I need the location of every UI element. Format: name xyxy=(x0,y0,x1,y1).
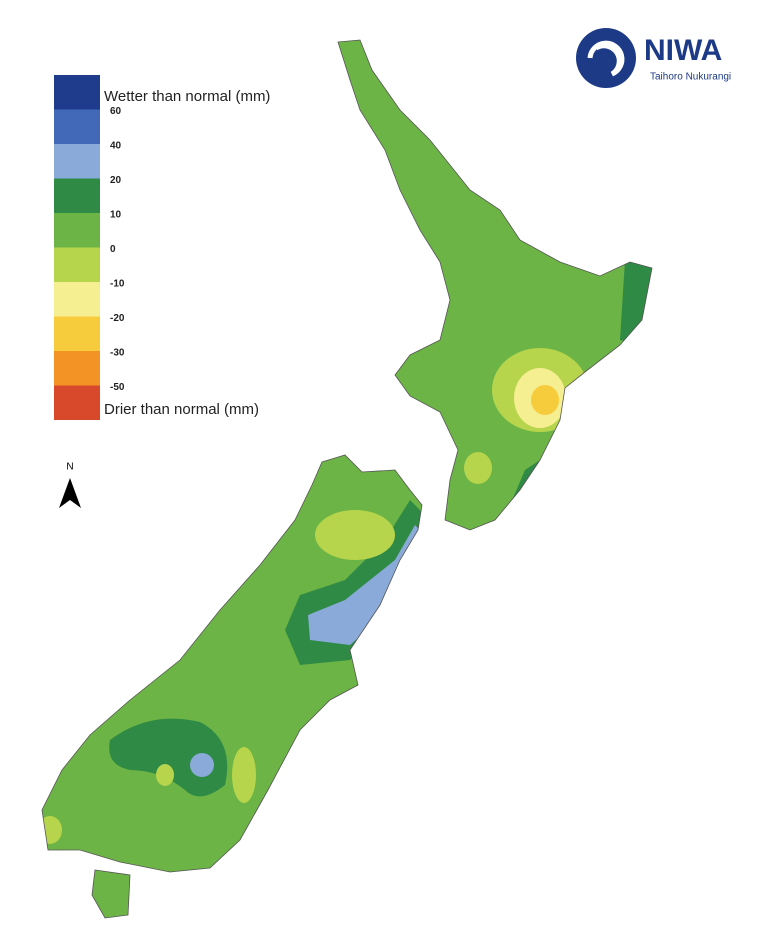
coastline xyxy=(41,454,423,919)
legend-tick-label: 40 xyxy=(110,141,122,152)
legend-drier-label: Drier than normal (mm) xyxy=(104,401,259,418)
legend: Wetter than normal (mm) Drier than norma… xyxy=(54,75,270,420)
legend-tick-label: -20 xyxy=(110,313,125,324)
south-island xyxy=(42,455,422,918)
north-arrow: N xyxy=(59,462,81,508)
north-label: N xyxy=(66,462,73,473)
legend-tick-label: 60 xyxy=(110,106,122,117)
coastline xyxy=(337,39,653,531)
legend-swatch xyxy=(54,75,100,110)
legend-tick-label: -50 xyxy=(110,382,125,393)
north-arrow-icon xyxy=(59,478,81,508)
legend-swatch xyxy=(54,282,100,317)
legend-tick-label: -10 xyxy=(110,279,125,290)
legend-tick-label: 0 xyxy=(110,244,116,255)
legend-tick-label: -30 xyxy=(110,348,125,359)
logo-emblem xyxy=(576,28,636,88)
legend-swatch xyxy=(54,213,100,248)
legend-tick-label: 20 xyxy=(110,175,122,186)
legend-wetter-label: Wetter than normal (mm) xyxy=(104,88,270,105)
legend-swatch xyxy=(54,316,100,351)
logo-subtitle: Taihoro Nukurangi xyxy=(650,72,731,83)
legend-swatch xyxy=(54,247,100,282)
logo-name: NIWA xyxy=(644,34,722,67)
legend-swatch xyxy=(54,178,100,213)
legend-swatch xyxy=(54,144,100,179)
legend-tick-label: 10 xyxy=(110,210,122,221)
logo: NIWA Taihoro Nukurangi xyxy=(576,28,731,88)
legend-swatch xyxy=(54,385,100,420)
legend-swatch xyxy=(54,109,100,144)
legend-swatch xyxy=(54,351,100,386)
logo-swirl xyxy=(587,40,625,77)
